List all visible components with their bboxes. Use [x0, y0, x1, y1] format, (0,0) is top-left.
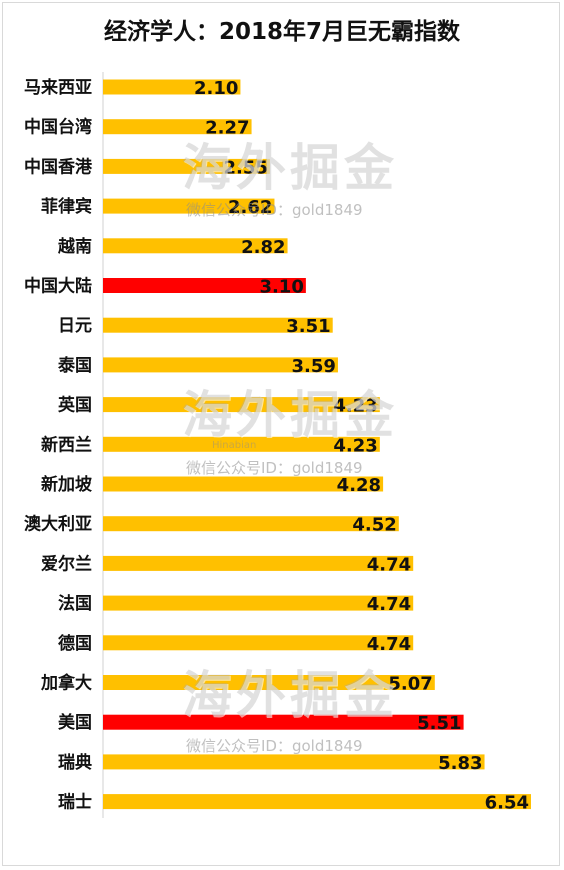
bar	[103, 436, 380, 452]
value-label: 3.51	[286, 316, 330, 337]
category-label: 德国	[58, 633, 92, 654]
value-label: 2.27	[205, 118, 249, 139]
value-label: 5.07	[388, 674, 432, 695]
category-label: 中国台湾	[24, 117, 92, 138]
category-label: 加拿大	[40, 673, 92, 694]
category-label: 瑞士	[58, 792, 92, 813]
category-label: 越南	[57, 236, 92, 257]
value-label: 3.10	[259, 277, 303, 298]
bar	[103, 317, 333, 333]
bar	[103, 238, 288, 254]
category-label: 日元	[58, 316, 92, 336]
value-label: 2.55	[223, 157, 267, 178]
bar-highlight	[103, 714, 464, 730]
category-label: 瑞典	[58, 752, 92, 773]
bar	[103, 158, 270, 174]
value-label: 4.28	[337, 475, 381, 496]
value-label: 2.10	[194, 78, 238, 99]
category-label: 澳大利亚	[24, 514, 92, 535]
category-label: 美国	[58, 712, 92, 733]
category-label: 爱尔兰	[41, 553, 92, 574]
bar	[103, 357, 338, 373]
bar	[103, 119, 252, 135]
bar	[103, 79, 241, 95]
category-label: 中国大陆	[24, 276, 92, 297]
bar	[103, 198, 275, 214]
bar-highlight	[103, 278, 306, 293]
bar	[103, 555, 414, 571]
category-label: 英国	[58, 395, 92, 416]
category-label: 菲律宾	[41, 196, 92, 217]
value-label: 4.74	[367, 594, 411, 615]
bar	[103, 635, 414, 651]
value-label: 4.23	[333, 396, 377, 417]
bar	[103, 397, 380, 413]
bar	[103, 675, 435, 690]
bar	[103, 595, 414, 611]
category-label: 新加坡	[41, 474, 92, 495]
bar	[103, 754, 485, 770]
bar	[103, 516, 399, 532]
chart-title: 经济学人：2018年7月巨无霸指数	[103, 19, 461, 45]
value-label: 4.74	[367, 554, 411, 575]
category-label: 新西兰	[41, 434, 92, 455]
value-label: 4.52	[352, 515, 396, 536]
value-label: 2.82	[241, 237, 285, 258]
category-label: 法国	[58, 593, 92, 614]
value-label: 3.59	[292, 356, 336, 377]
category-label: 泰国	[58, 355, 92, 376]
value-label: 6.54	[485, 793, 529, 814]
value-label: 2.62	[228, 197, 272, 218]
category-label: 中国香港	[24, 156, 93, 177]
bar	[103, 794, 531, 810]
category-label: 马来西亚	[24, 77, 92, 98]
bar	[103, 476, 384, 492]
value-label: 5.51	[417, 713, 461, 734]
value-label: 5.83	[438, 753, 482, 774]
value-label: 4.23	[333, 435, 377, 456]
value-label: 4.74	[367, 634, 411, 655]
